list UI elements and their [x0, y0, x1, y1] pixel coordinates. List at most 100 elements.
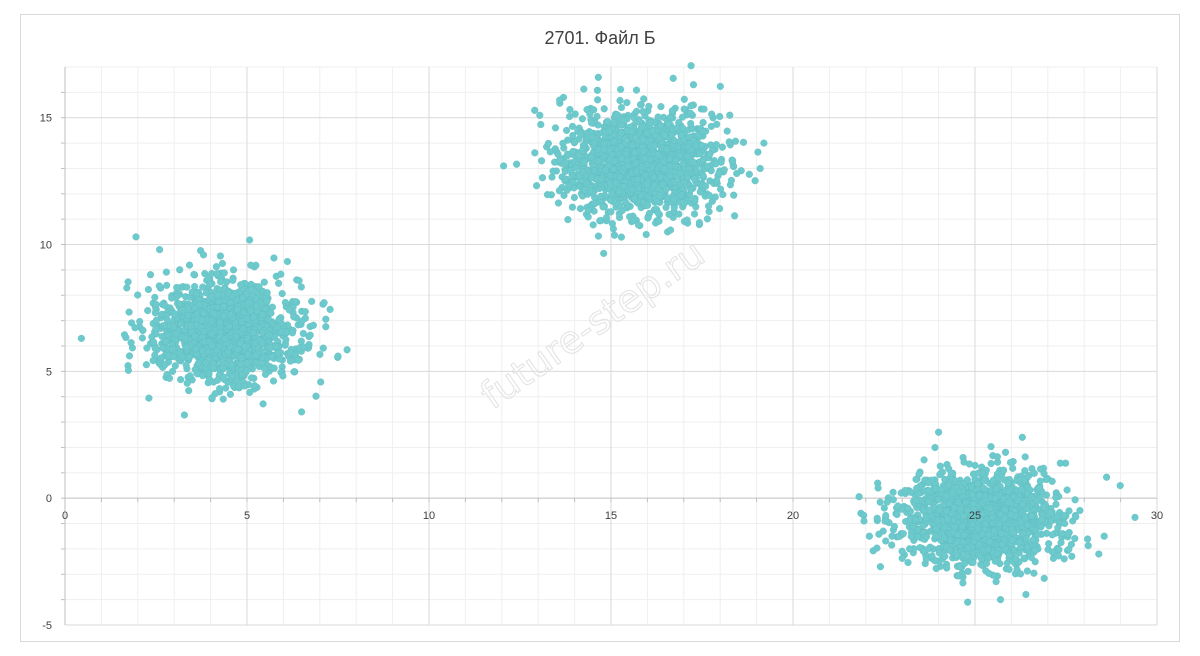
scatter-point [969, 558, 977, 567]
scatter-point [568, 122, 577, 130]
scatter-point [934, 517, 942, 525]
scatter-point [1071, 534, 1079, 543]
scatter-point [745, 170, 753, 178]
scatter-point [996, 596, 1005, 604]
scatter-point [577, 130, 585, 138]
scatter-point [673, 124, 681, 132]
scatter-point [730, 191, 738, 199]
scatter-point [899, 530, 907, 538]
scatter-point [991, 557, 999, 565]
scatter-point [932, 532, 940, 540]
scatter-point [715, 169, 723, 177]
scatter-point [633, 175, 642, 183]
scatter-point [951, 523, 959, 531]
scatter-point [594, 96, 602, 104]
scatter-point [615, 188, 623, 196]
scatter-point [975, 540, 983, 548]
scatter-point [654, 150, 662, 159]
scatter-point [316, 350, 324, 358]
scatter-point [200, 328, 208, 336]
scatter-point [594, 232, 602, 240]
scatter-point [936, 471, 944, 479]
scatter-point [1015, 538, 1023, 546]
scatter-point [238, 318, 246, 326]
scatter-point [265, 331, 273, 339]
scatter-point [925, 506, 933, 514]
scatter-point [989, 476, 997, 484]
scatter-point [944, 515, 952, 523]
scatter-point [171, 362, 179, 370]
scatter-point [551, 124, 560, 132]
scatter-point [578, 168, 586, 176]
scatter-point [962, 498, 970, 506]
scatter-point [963, 476, 971, 484]
scatter-point [1030, 569, 1038, 577]
scatter-point [1054, 524, 1062, 532]
scatter-point [617, 143, 625, 151]
scatter-point [225, 322, 233, 330]
scatter-point [643, 160, 651, 169]
scatter-point [207, 329, 215, 338]
scatter-point [223, 278, 231, 286]
scatter-point [1005, 498, 1013, 506]
scatter-point [865, 532, 873, 540]
scatter-point [954, 531, 962, 539]
scatter-point [653, 198, 661, 206]
scatter-point [959, 550, 968, 558]
scatter-point [537, 120, 545, 129]
scatter-point [244, 351, 252, 359]
scatter-point [716, 205, 724, 213]
scatter-point [163, 316, 171, 324]
scatter-point [874, 484, 882, 492]
scatter-point [1035, 484, 1043, 492]
scatter-point [1021, 514, 1030, 523]
scatter-point [934, 495, 942, 503]
scatter-point [980, 477, 988, 485]
scatter-point [638, 123, 646, 131]
scatter-point [124, 278, 132, 286]
scatter-point [210, 310, 218, 318]
scatter-point [1022, 590, 1030, 599]
scatter-point [969, 500, 977, 508]
scatter-point [617, 233, 625, 241]
scatter-point [661, 131, 669, 139]
scatter-point [563, 126, 571, 134]
scatter-point [993, 453, 1001, 461]
watermark: future-step.ru [472, 231, 712, 417]
scatter-point [639, 148, 648, 156]
scatter-point [1048, 477, 1056, 485]
scatter-point [600, 105, 608, 113]
scatter-point [699, 127, 707, 136]
scatter-point [127, 339, 135, 347]
scatter-point [244, 299, 253, 307]
scatter-point [177, 376, 185, 384]
scatter-point [632, 86, 641, 94]
scatter-point [208, 342, 216, 350]
scatter-point [531, 149, 539, 157]
scatter-point [855, 493, 863, 501]
scatter-point [156, 246, 164, 254]
scatter-point [991, 494, 999, 503]
scatter-point [689, 158, 697, 166]
scatter-point [883, 498, 891, 506]
scatter-point [1000, 466, 1008, 474]
scatter-point [949, 489, 957, 497]
x-tick-label: 10 [423, 510, 435, 522]
scatter-point [975, 551, 983, 559]
scatter-point [664, 120, 672, 128]
scatter-point [620, 182, 628, 191]
scatter-point [913, 533, 921, 541]
scatter-point [695, 219, 703, 227]
scatter-point [261, 370, 270, 378]
scatter-point [617, 85, 625, 93]
scatter-point [978, 530, 986, 538]
scatter-point [687, 109, 695, 117]
scatter-point [308, 297, 316, 305]
scatter-point [961, 531, 969, 539]
scatter-point [947, 469, 955, 477]
scatter-point [670, 178, 678, 186]
scatter-point [309, 321, 317, 329]
scatter-point [243, 334, 251, 342]
scatter-point [286, 348, 294, 357]
